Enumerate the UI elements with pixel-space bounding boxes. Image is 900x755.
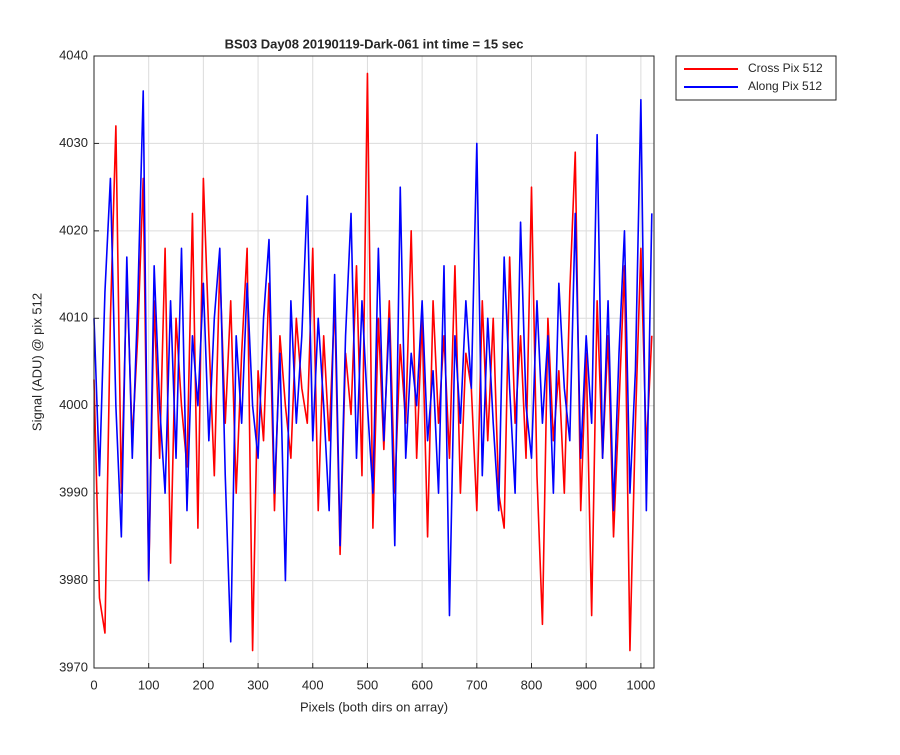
plot-frame	[93, 55, 655, 669]
y-tick-label: 4030	[59, 135, 88, 150]
x-tick-label: 600	[411, 677, 433, 692]
legend-box	[675, 55, 837, 101]
x-tick-label: 1000	[626, 677, 655, 692]
x-tick-label: 700	[466, 677, 488, 692]
y-tick-label: 4000	[59, 397, 88, 412]
y-tick-label: 3980	[59, 572, 88, 587]
y-tick-label: 4010	[59, 310, 88, 325]
legend-label: Along Pix 512	[748, 79, 822, 93]
y-tick-label: 3990	[59, 485, 88, 500]
x-tick-label: 100	[138, 677, 160, 692]
line-series	[93, 90, 653, 643]
chart-title: BS03 Day08 20190119-Dark-061 int time = …	[225, 36, 524, 51]
x-tick-label: 0	[90, 677, 97, 692]
x-tick-label: 300	[247, 677, 269, 692]
x-tick-label: 800	[521, 677, 543, 692]
x-tick-label: 500	[357, 677, 379, 692]
x-axis-label: Pixels (both dirs on array)	[300, 699, 448, 714]
y-axis-label: Signal (ADU) @ pix 512	[29, 293, 44, 431]
legend-label: Cross Pix 512	[748, 61, 823, 75]
y-tick-label: 4020	[59, 222, 88, 237]
x-tick-label: 200	[193, 677, 215, 692]
x-tick-label: 400	[302, 677, 324, 692]
line-series	[93, 72, 653, 652]
x-tick-label: 900	[575, 677, 597, 692]
y-tick-label: 4040	[59, 47, 88, 62]
y-tick-label: 3970	[59, 659, 88, 674]
